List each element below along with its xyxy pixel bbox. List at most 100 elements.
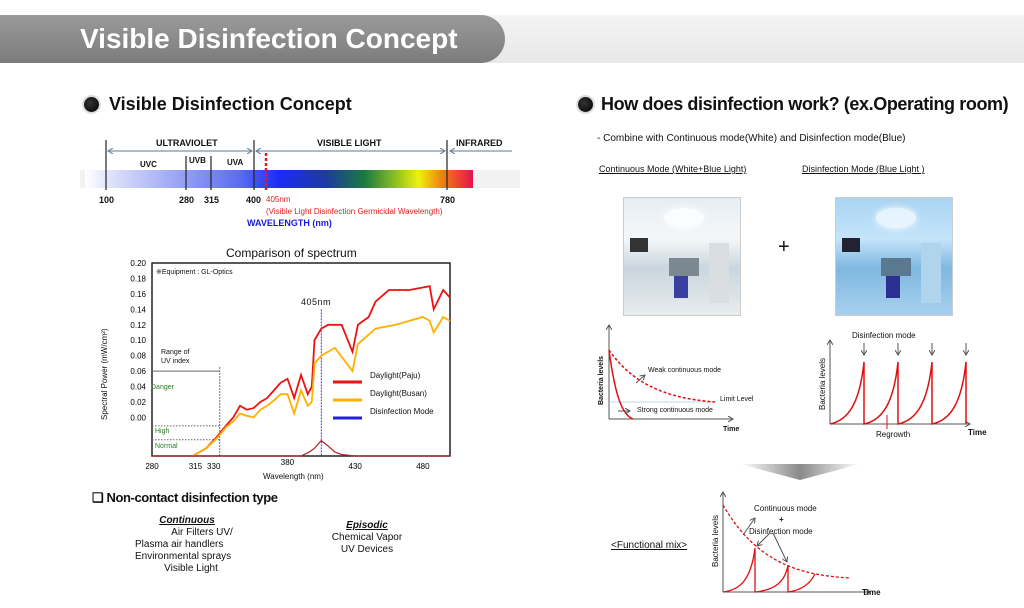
weak-arrow: [635, 375, 645, 384]
episodic-list: Episodic Chemical Vapor UV Devices: [317, 520, 417, 556]
checkbox-icon: ❑: [92, 490, 107, 505]
region-visible: VISIBLE LIGHT: [317, 138, 382, 148]
tick-400: 400: [246, 195, 262, 205]
regrowth-curve: [829, 361, 967, 425]
y-axis-label: Spectral Power (mW/cm²): [100, 328, 109, 420]
bacteria-label: Bacteria levels: [598, 355, 605, 405]
series-line-2: [152, 439, 450, 457]
y-tick-label: 0.06: [130, 367, 146, 376]
continuous-title: Continuous: [159, 515, 215, 526]
time-label: Time: [723, 426, 740, 433]
uv-level-normal: Normal: [155, 443, 178, 450]
episodic-item: UV Devices: [340, 544, 394, 555]
weak-curve: [608, 349, 716, 403]
band-uvb: UVB: [189, 156, 206, 165]
y-tick-label: 0.04: [130, 383, 146, 392]
types-heading: ❑ Non-contact disinfection type: [92, 490, 278, 506]
mix-continuous-label: Continuous mode: [754, 504, 817, 513]
wavelength-label: WAVELENGTH (nm): [247, 218, 332, 228]
functional-mix-label: <Functional mix>: [611, 540, 688, 551]
chart-note: ※Equipment : GL-Optics: [156, 269, 233, 276]
series-line-1: [192, 315, 451, 457]
left-heading: Visible Disinfection Concept: [109, 94, 352, 114]
chart-marker-label: 405nm: [301, 297, 332, 307]
y-tick-label: 0.20: [130, 259, 146, 268]
x-tick-label: 315: [189, 462, 203, 471]
bullet-icon: [84, 97, 99, 112]
band-uvc: UVC: [140, 160, 157, 169]
continuous-item: Environmental sprays: [135, 551, 232, 562]
continuous-list: Continuous Air Filters UV/ Plasma air ha…: [117, 515, 257, 575]
uv-level-high: High: [155, 428, 170, 435]
weak-label: Weak continuous mode: [648, 367, 722, 374]
continuous-mode-label: Continuous Mode (White+Blue Light): [599, 164, 747, 174]
uv-range-label-1: Range of: [161, 349, 190, 356]
bacteria-label: Bacteria levels: [818, 357, 827, 410]
marker-label: 405nm: [266, 195, 291, 204]
bacteria-label: Bacteria levels: [711, 514, 720, 567]
uv-level-danger: Danger: [151, 384, 174, 391]
disinfection-arrow-1: [757, 532, 771, 546]
tick-780: 780: [440, 195, 456, 205]
disinfection-mode-label-graph: Disinfection mode: [852, 331, 916, 340]
disinfection-mode-label: Disinfection Mode (Blue Light ): [802, 164, 925, 174]
mix-disinfection-label: Disinfection mode: [749, 527, 813, 536]
right-heading: How does disinfection work? (ex.Operatin…: [601, 94, 1009, 114]
types-heading-text: Non-contact disinfection type: [106, 490, 278, 505]
mix-curve: [722, 547, 816, 593]
spectrum-diagram: [80, 140, 520, 190]
spectrum-chart: 0.20 0.18 0.16 0.14 0.12 0.10 0.08 0.06 0.04 0.02…: [130, 259, 451, 471]
continuous-item: Plasma air handlers: [135, 539, 224, 550]
y-tick-label: 0.14: [130, 305, 146, 314]
marker-note: (Visible Light Disinfection Germicidal W…: [266, 207, 443, 216]
tick-100: 100: [99, 195, 115, 205]
band-uva: UVA: [227, 158, 244, 167]
y-tick-label: 0.16: [130, 290, 146, 299]
legend-paju: Daylight(Paju): [370, 371, 421, 380]
episodic-title: Episodic: [346, 520, 388, 531]
disinfection-mode-graph: [820, 335, 1000, 429]
legend-busan: Daylight(Busan): [370, 389, 427, 398]
strong-label: Strong continuous mode: [637, 407, 713, 414]
y-tick-label: 0.08: [130, 352, 146, 361]
legend-disinfection: Disinfection Mode: [370, 407, 434, 416]
tick-280: 280: [179, 195, 195, 205]
disinfection-arrow-2: [772, 532, 787, 562]
plot-frame: [151, 262, 451, 457]
right-subtitle: - Combine with Continuous mode(White) an…: [597, 133, 906, 144]
regrowth-label: Regrowth: [876, 430, 911, 439]
x-tick-label: 430: [349, 462, 363, 471]
strong-curve: [608, 349, 634, 420]
x-tick-label: 380: [281, 458, 295, 467]
continuous-mode-photo: [623, 197, 741, 316]
page-title: Visible Disinfection Concept: [80, 23, 458, 54]
tick-315: 315: [204, 195, 220, 205]
region-infrared: INFRARED: [456, 138, 503, 148]
plus-sign: +: [778, 236, 790, 258]
bullet-icon: [578, 97, 593, 112]
y-tick-label: 0.00: [130, 413, 146, 422]
y-tick-label: 0.10: [130, 336, 146, 345]
series-line-0: [192, 285, 451, 457]
mix-plus: +: [779, 515, 784, 524]
chevron-down-icon: [740, 464, 860, 480]
functional-mix-graph: [715, 490, 895, 605]
x-axis-label: Wavelength (nm): [263, 472, 324, 481]
disinfection-arrows: [864, 343, 966, 355]
limit-label: Limit Level: [720, 396, 754, 403]
title-banner: Visible Disinfection Concept: [0, 15, 505, 63]
continuous-curve: [722, 504, 851, 579]
continuous-mode-graph: [590, 320, 740, 440]
y-tick-label: 0.12: [130, 321, 146, 330]
spectrum-gradient-bar: [85, 170, 473, 188]
continuous-item: Air Filters UV/: [171, 527, 233, 538]
region-ultraviolet: ULTRAVIOLET: [156, 138, 218, 148]
continuous-item: Visible Light: [164, 563, 218, 574]
time-label: Time: [862, 588, 881, 597]
continuous-arrow: [742, 518, 755, 536]
x-tick-label: 280: [145, 462, 159, 471]
y-tick-label: 0.02: [130, 398, 146, 407]
band-dividers: [105, 140, 448, 190]
chart-title: Comparison of spectrum: [226, 246, 357, 260]
uv-range-label-2: UV index: [161, 358, 190, 365]
